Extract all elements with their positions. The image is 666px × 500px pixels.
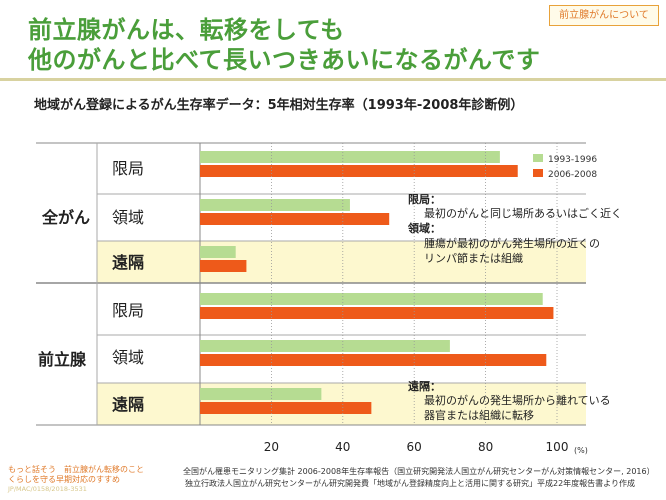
page-title-line-1: 前立腺がんは、転移をしても [28, 16, 345, 44]
legend-swatch-2006 [533, 169, 543, 177]
category-label-localized: 限局 [112, 159, 144, 178]
chart-subtitle: 地域がん登録によるがん生存率データ：5年相対生存率（1993年-2008年診断例… [34, 98, 524, 113]
bar-2006-2008-1 [200, 213, 390, 225]
bar-2006-2008-3 [200, 307, 554, 319]
bar-2006-2008-0 [200, 165, 518, 177]
bar-1993-1996-1 [200, 199, 350, 211]
category-label-localized: 限局 [112, 301, 144, 320]
bar-1993-1996-5 [200, 388, 322, 400]
annotation-heading-regional: 領域： [407, 221, 441, 235]
title-divider [0, 78, 666, 81]
category-label-distant: 遠隔 [112, 395, 144, 414]
group-label-prostate: 前立腺 [38, 350, 87, 369]
legend-swatch-1993 [533, 154, 543, 162]
x-axis-unit: (%) [574, 446, 588, 455]
x-axis-ticks: 20 40 60 80 100 [264, 143, 569, 454]
group-label-all-cancer: 全がん [41, 208, 90, 227]
brand-line-2: くらしを守る早期対応のすすめ [8, 475, 120, 484]
topic-tag: 前立腺がんについて [549, 5, 659, 26]
brand-line-1: もっと話そう 前立腺がん転移のこと [8, 465, 144, 474]
page-title-line-2: 他のがんと比べて長いつきあいになるがんです [28, 46, 541, 74]
brand-code: JP/MAC/0158/2018-3531 [8, 485, 87, 493]
bar-1993-1996-3 [200, 293, 543, 305]
annotation-text-distant-2: 器官または組織に転移 [424, 408, 534, 422]
source-footnote-2: 独立行政法人国立がん研究センターがん研究開発費「地域がん登録精度向上と活用に関す… [185, 479, 636, 488]
tick-label: 20 [264, 440, 279, 454]
tick-label: 100 [546, 440, 569, 454]
bar-2006-2008-5 [200, 402, 372, 414]
legend-label-1993: 1993-1996 [548, 155, 597, 165]
category-label-regional: 領域 [112, 208, 144, 227]
source-footnote-1: 全国がん罹患モニタリング集計 2006-2008年生存率報告（国立研究開発法人国… [183, 467, 655, 476]
bar-1993-1996-2 [200, 246, 236, 258]
bar-2006-2008-2 [200, 260, 247, 272]
tick-label: 80 [478, 440, 493, 454]
survival-chart: 全がん 前立腺 限局 領域 遠隔 限局 領域 遠隔 20 40 60 80 100 (%… [36, 142, 622, 455]
bar-2006-2008-4 [200, 354, 547, 366]
annotation-heading-distant: 遠隔： [408, 379, 441, 393]
category-label-regional: 領域 [112, 348, 144, 367]
tick-label: 40 [335, 440, 350, 454]
bar-1993-1996-0 [200, 151, 500, 163]
highlight-row-all-distant [97, 241, 586, 283]
legend-label-2006: 2006-2008 [548, 170, 597, 180]
annotation-text-regional-1: 腫瘍が最初のがん発生場所の近くの [424, 236, 600, 250]
category-label-distant: 遠隔 [112, 253, 144, 272]
annotation-text-distant-1: 最初のがんの発生場所から離れている [424, 393, 611, 407]
annotation-text-localized: 最初のがんと同じ場所あるいはごく近く [424, 206, 622, 220]
bar-group [200, 151, 554, 414]
annotation-heading-localized: 限局： [408, 192, 441, 206]
annotation-text-regional-2: リンパ節または組織 [424, 251, 523, 265]
bar-1993-1996-4 [200, 340, 450, 352]
tick-label: 60 [407, 440, 422, 454]
